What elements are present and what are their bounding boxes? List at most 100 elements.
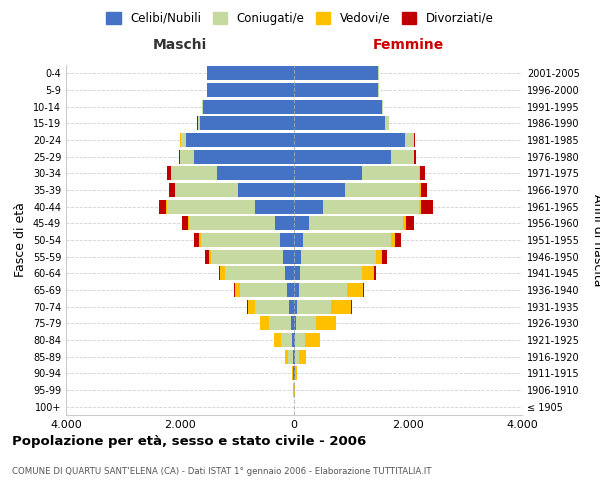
Bar — [294, 250, 301, 264]
Bar — [382, 250, 387, 264]
Bar — [294, 350, 295, 364]
Y-axis label: Anni di nascita: Anni di nascita — [591, 194, 600, 286]
Bar — [241, 283, 287, 297]
Bar — [316, 316, 335, 330]
Bar — [285, 266, 294, 280]
Bar — [189, 216, 275, 230]
Bar — [294, 83, 379, 97]
Bar — [287, 283, 294, 297]
Bar — [219, 266, 220, 280]
Bar — [362, 266, 374, 280]
Bar — [296, 316, 316, 330]
Bar — [294, 183, 346, 197]
Bar — [403, 216, 406, 230]
Bar — [295, 350, 299, 364]
Bar — [175, 183, 238, 197]
Bar — [283, 250, 294, 264]
Bar — [200, 116, 294, 130]
Text: COMUNE DI QUARTU SANT'ELENA (CA) - Dati ISTAT 1° gennaio 2006 - Elaborazione TUT: COMUNE DI QUARTU SANT'ELENA (CA) - Dati … — [12, 468, 431, 476]
Bar — [374, 266, 376, 280]
Bar — [309, 216, 403, 230]
Bar — [286, 350, 289, 364]
Bar — [217, 166, 294, 180]
Bar — [351, 300, 352, 314]
Bar — [291, 316, 294, 330]
Bar — [376, 250, 382, 264]
Bar — [181, 133, 186, 147]
Bar — [305, 333, 320, 347]
Bar — [159, 200, 166, 214]
Bar — [292, 333, 294, 347]
Bar — [406, 216, 414, 230]
Bar — [234, 283, 235, 297]
Bar — [419, 200, 421, 214]
Bar — [405, 133, 414, 147]
Bar — [167, 200, 255, 214]
Y-axis label: Fasce di età: Fasce di età — [14, 202, 27, 278]
Bar — [186, 133, 294, 147]
Bar — [294, 150, 391, 164]
Bar — [391, 233, 395, 247]
Bar — [294, 200, 323, 214]
Bar — [200, 233, 280, 247]
Bar — [421, 183, 427, 197]
Bar — [294, 100, 382, 114]
Bar — [207, 66, 294, 80]
Bar — [294, 233, 303, 247]
Bar — [294, 133, 405, 147]
Bar — [275, 216, 294, 230]
Bar — [167, 166, 171, 180]
Bar — [420, 166, 425, 180]
Bar — [280, 233, 294, 247]
Bar — [199, 233, 200, 247]
Bar — [323, 200, 419, 214]
Bar — [225, 266, 285, 280]
Bar — [421, 200, 433, 214]
Text: Maschi: Maschi — [153, 38, 207, 52]
Bar — [255, 300, 289, 314]
Bar — [220, 266, 225, 280]
Bar — [194, 233, 199, 247]
Bar — [303, 233, 391, 247]
Legend: Celibi/Nubili, Coniugati/e, Vedovi/e, Divorziati/e: Celibi/Nubili, Coniugati/e, Vedovi/e, Di… — [103, 8, 497, 28]
Text: Popolazione per età, sesso e stato civile - 2006: Popolazione per età, sesso e stato civil… — [12, 435, 366, 448]
Bar — [180, 150, 194, 164]
Bar — [297, 300, 331, 314]
Bar — [294, 116, 385, 130]
Bar — [331, 300, 351, 314]
Bar — [274, 333, 281, 347]
Bar — [294, 266, 300, 280]
Bar — [172, 166, 217, 180]
Bar — [382, 100, 383, 114]
Bar — [209, 250, 211, 264]
Bar — [294, 333, 295, 347]
Bar — [414, 150, 416, 164]
Bar — [289, 300, 294, 314]
Bar — [299, 350, 305, 364]
Bar — [295, 333, 305, 347]
Bar — [395, 233, 401, 247]
Bar — [188, 216, 189, 230]
Bar — [391, 150, 414, 164]
Bar — [182, 216, 188, 230]
Bar — [281, 333, 292, 347]
Bar — [205, 250, 209, 264]
Bar — [362, 166, 419, 180]
Bar — [289, 350, 293, 364]
Bar — [294, 283, 299, 297]
Bar — [260, 316, 269, 330]
Bar — [169, 183, 175, 197]
Bar — [419, 166, 420, 180]
Bar — [294, 300, 297, 314]
Bar — [301, 250, 376, 264]
Bar — [363, 283, 364, 297]
Bar — [294, 166, 362, 180]
Bar — [294, 316, 296, 330]
Bar — [347, 283, 363, 297]
Bar — [208, 83, 294, 97]
Bar — [248, 300, 255, 314]
Bar — [293, 350, 294, 364]
Text: Femmine: Femmine — [373, 38, 443, 52]
Bar — [346, 183, 419, 197]
Bar — [194, 150, 294, 164]
